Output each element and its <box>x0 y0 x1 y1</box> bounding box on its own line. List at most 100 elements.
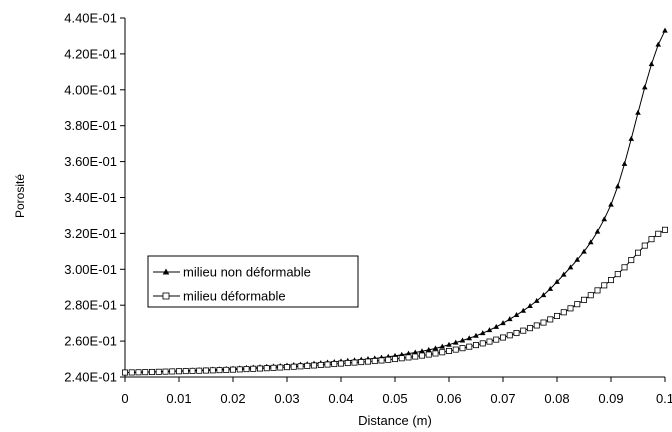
data-point <box>337 360 344 367</box>
legend-item: milieu déformable <box>153 289 286 304</box>
data-point <box>169 368 176 375</box>
data-point <box>432 345 439 351</box>
data-point <box>641 242 648 249</box>
x-tick-label: 0.1 <box>656 391 672 406</box>
x-tick-label: 0.02 <box>220 391 245 406</box>
data-point <box>466 335 473 341</box>
y-tick-label: 3.20E-01 <box>64 226 117 241</box>
data-point <box>297 363 304 370</box>
x-tick-label: 0.01 <box>166 391 191 406</box>
y-axis-title: Porosité <box>13 174 27 218</box>
data-point <box>155 368 162 375</box>
data-point <box>479 340 486 347</box>
data-point <box>452 339 459 345</box>
data-point <box>344 360 351 367</box>
data-point <box>216 367 223 374</box>
legend-marker <box>162 268 170 275</box>
data-point <box>648 61 655 67</box>
data-point <box>412 353 419 360</box>
x-tick-label: 0.09 <box>598 391 623 406</box>
legend-label: milieu déformable <box>183 289 286 304</box>
data-point <box>331 361 338 368</box>
data-point <box>513 330 520 337</box>
legend-box <box>147 255 359 308</box>
data-point <box>473 332 479 338</box>
data-point <box>459 345 466 352</box>
data-point <box>655 41 662 47</box>
data-point <box>621 264 628 271</box>
data-point <box>304 362 311 369</box>
data-point <box>358 359 365 366</box>
data-point <box>628 135 635 141</box>
data-point <box>587 239 594 245</box>
data-point <box>182 368 189 375</box>
data-point <box>614 183 621 189</box>
data-point <box>493 336 500 343</box>
legend-marker <box>162 292 170 300</box>
data-point <box>547 316 554 323</box>
data-point <box>527 302 533 308</box>
data-point <box>540 292 547 298</box>
data-point <box>648 236 655 243</box>
data-point <box>209 367 216 374</box>
data-point <box>148 368 155 375</box>
data-point <box>506 316 513 322</box>
data-point <box>270 364 277 371</box>
x-ticks: 0 0.01 0.02 0.03 0.04 0.05 0.06 0.07 0.08 0.09 0.1 <box>121 377 672 406</box>
series-deformable <box>122 226 669 376</box>
data-point <box>655 230 662 237</box>
data-point <box>479 330 486 336</box>
data-point <box>527 325 534 332</box>
y-tick-label: 2.40E-01 <box>64 370 117 385</box>
x-tick-label: 0 <box>121 391 128 406</box>
x-tick-label: 0.05 <box>382 391 407 406</box>
data-point <box>385 356 392 363</box>
data-point <box>122 369 129 376</box>
data-point <box>513 312 520 318</box>
data-point <box>520 327 527 334</box>
y-ticks: 2.40E-01 2.60E-01 2.80E-01 3.00E-01 3.20E-01… <box>64 11 125 385</box>
data-point <box>587 292 594 299</box>
data-point <box>290 363 297 370</box>
data-point <box>162 368 169 375</box>
data-point <box>310 362 317 369</box>
y-tick-label: 3.40E-01 <box>64 190 117 205</box>
data-point <box>439 349 446 356</box>
data-point <box>391 356 398 363</box>
data-point <box>439 343 446 349</box>
data-point <box>189 367 196 374</box>
data-point <box>277 364 284 371</box>
data-point <box>533 322 540 329</box>
data-point <box>324 361 331 368</box>
y-tick-label: 4.40E-01 <box>64 11 117 26</box>
data-point <box>256 365 263 372</box>
data-point <box>608 277 615 284</box>
data-point <box>533 297 540 303</box>
data-point <box>263 365 270 372</box>
data-point <box>601 282 608 289</box>
x-tick-label: 0.07 <box>490 391 515 406</box>
y-tick-label: 4.20E-01 <box>64 46 117 61</box>
data-point <box>378 357 385 364</box>
data-point <box>486 327 493 333</box>
y-axis-label: Porosité <box>13 174 27 218</box>
y-tick-label: 3.00E-01 <box>64 262 117 277</box>
data-point <box>452 346 459 353</box>
data-point <box>499 334 506 341</box>
data-point <box>486 338 493 345</box>
data-point <box>472 342 479 349</box>
data-point <box>351 359 358 366</box>
data-point <box>466 343 473 350</box>
data-point <box>608 201 614 207</box>
data-point <box>364 358 371 365</box>
data-point <box>493 323 500 329</box>
data-point <box>540 319 547 326</box>
data-point <box>635 249 642 256</box>
data-point <box>554 278 560 284</box>
data-point <box>628 257 635 264</box>
series-line <box>124 30 666 374</box>
data-point <box>662 226 669 233</box>
data-point <box>581 296 588 303</box>
data-point <box>229 366 236 373</box>
